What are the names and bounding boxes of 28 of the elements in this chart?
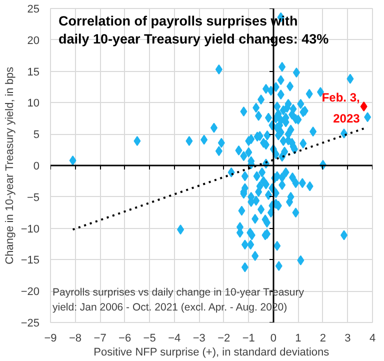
x-tick-label: 1 (295, 332, 302, 344)
x-tick-label: −4 (168, 332, 181, 344)
y-tick-label: −20 (20, 286, 40, 298)
y-tick-label: 20 (27, 34, 40, 47)
x-tick-label: 3 (344, 332, 351, 344)
x-axis-title: Positive NFP surprise (+), in standard deviations (94, 346, 330, 358)
annotation: Feb. 3, 2023 (322, 90, 360, 126)
y-tick-label: −15 (20, 254, 40, 267)
y-tick-label: −10 (20, 223, 40, 236)
x-tick-label: −1 (242, 332, 255, 344)
x-tick-label: −5 (143, 332, 156, 344)
y-tick-label: 10 (27, 98, 40, 110)
y-tick-label: −5 (26, 192, 40, 204)
y-tick-label: −25 (20, 318, 40, 330)
x-tick-label: −6 (118, 332, 132, 344)
y-tick-label: 0 (33, 160, 40, 172)
x-tick-label: −7 (94, 332, 106, 344)
x-tick-label: 4 (369, 332, 376, 344)
y-tick-label: 5 (33, 129, 40, 142)
x-tick-label: −2 (218, 332, 230, 344)
x-tick-label: −9 (44, 332, 57, 344)
x-tick-label: 0 (270, 332, 276, 344)
x-tick-label: −3 (192, 332, 206, 344)
y-tick-label: 15 (27, 66, 40, 78)
y-tick-label: 25 (27, 4, 40, 16)
x-tick-label: −8 (69, 332, 82, 344)
x-tick-label: 2 (320, 332, 326, 344)
y-axis-title: Change in 10-year Treasury yield, in bps (4, 66, 16, 264)
